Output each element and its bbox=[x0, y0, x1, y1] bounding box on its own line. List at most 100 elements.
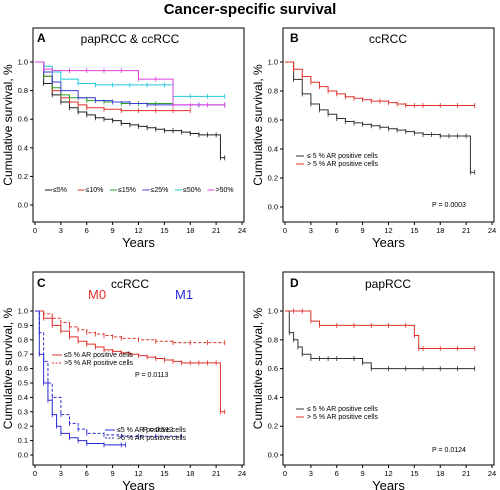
legend-label: > 5 % AR positive cells bbox=[307, 414, 379, 421]
y-axis-title: Cumulative survival, % bbox=[1, 64, 15, 186]
x-tick-label: 0 bbox=[33, 226, 37, 235]
y-tick-label: 0.8 bbox=[18, 335, 28, 344]
x-tick-label: 9 bbox=[361, 469, 365, 478]
y-tick-label: 0.3 bbox=[18, 407, 28, 416]
y-tick-label: 1.0 bbox=[18, 58, 28, 67]
legend-label: > 5 % AR positive cells bbox=[307, 161, 379, 168]
survival-curve bbox=[35, 310, 225, 344]
x-tick-label: 0 bbox=[283, 469, 287, 478]
panel-letter: D bbox=[290, 276, 299, 290]
x-tick-label: 3 bbox=[309, 469, 313, 478]
x-tick-label: 6 bbox=[85, 226, 89, 235]
x-tick-label: 18 bbox=[186, 226, 194, 235]
survival-curve bbox=[285, 310, 475, 349]
legend-label: >50% bbox=[216, 187, 234, 194]
y-tick-label: 0.0 bbox=[268, 451, 278, 460]
x-tick-label: 24 bbox=[238, 226, 246, 235]
x-tick-label: 9 bbox=[111, 469, 115, 478]
y-tick-label: 0.1 bbox=[18, 436, 28, 445]
legend-label: >5 % AR positive cells bbox=[117, 435, 187, 442]
legend-label: ≤5 % AR positive cells bbox=[117, 427, 186, 434]
y-tick-label: 0.6 bbox=[268, 364, 278, 373]
y-axis-title: Cumulative survival, % bbox=[251, 64, 265, 186]
legend-label: ≤ 5 % AR positive cells bbox=[307, 153, 378, 160]
x-axis-title: Years bbox=[372, 478, 405, 490]
y-tick-label: 1.0 bbox=[268, 58, 278, 67]
x-tick-label: 9 bbox=[361, 226, 365, 235]
x-tick-label: 6 bbox=[335, 226, 339, 235]
x-axis-title: Years bbox=[122, 478, 155, 490]
x-tick-label: 24 bbox=[238, 469, 246, 478]
x-tick-label: 18 bbox=[436, 469, 444, 478]
panel-letter: A bbox=[37, 31, 46, 45]
x-tick-label: 0 bbox=[33, 469, 37, 478]
x-axis-title: Years bbox=[372, 235, 405, 250]
legend-label: ≤25% bbox=[151, 187, 169, 194]
y-tick-label: 0.2 bbox=[268, 174, 278, 183]
legend-label: ≤5 % AR positive cells bbox=[64, 352, 133, 359]
x-tick-label: 6 bbox=[85, 469, 89, 478]
panel-a: 0 3 6 9 12 15 18 21 24 0.0 0.2 0.4 0.6 0.8 1.0 Years Cum… bbox=[1, 27, 246, 250]
y-tick-label: 0.4 bbox=[18, 143, 28, 152]
x-tick-label: 21 bbox=[462, 226, 470, 235]
panel-b: 0 3 6 9 12 15 18 21 24 0.0 0.2 0.4 0.6 0.8 1.0 Years Cum… bbox=[251, 27, 496, 250]
y-tick-label: 0.8 bbox=[268, 335, 278, 344]
p-value: P = 0.0113 bbox=[135, 372, 169, 379]
x-tick-label: 3 bbox=[309, 226, 313, 235]
x-axis-title: Years bbox=[122, 235, 155, 250]
x-tick-label: 21 bbox=[212, 469, 220, 478]
x-tick-label: 12 bbox=[134, 469, 142, 478]
x-tick-label: 15 bbox=[410, 469, 418, 478]
survival-curve bbox=[35, 310, 126, 446]
legend-label: ≤ 5 % AR positive cells bbox=[307, 406, 378, 413]
y-tick-label: 0.6 bbox=[18, 115, 28, 124]
x-tick-label: 12 bbox=[384, 469, 392, 478]
survival-curve bbox=[285, 310, 475, 370]
panel-title: papRCC & ccRCC bbox=[81, 32, 180, 46]
y-tick-label: 0.7 bbox=[18, 350, 28, 359]
x-tick-label: 15 bbox=[160, 469, 168, 478]
survival-curve bbox=[35, 61, 225, 159]
x-tick-label: 9 bbox=[111, 226, 115, 235]
legend-label: ≤15% bbox=[118, 187, 136, 194]
y-tick-label: 0.2 bbox=[18, 422, 28, 431]
x-tick-label: 3 bbox=[59, 469, 63, 478]
group-label: M1 bbox=[175, 287, 193, 302]
x-tick-label: 18 bbox=[436, 226, 444, 235]
panel-title: papRCC bbox=[365, 277, 411, 291]
y-axis-title: Cumulative survival, % bbox=[251, 307, 265, 429]
y-tick-label: 0.6 bbox=[268, 116, 278, 125]
panel-c: 0 3 6 9 12 15 18 21 24 0.0 0.1 0.2 0.3 0.4 0.5 0.6 0.7 0.… bbox=[1, 271, 246, 490]
y-tick-label: 0.0 bbox=[18, 451, 28, 460]
y-tick-label: 1.0 bbox=[18, 307, 28, 316]
x-tick-label: 24 bbox=[488, 226, 496, 235]
x-tick-label: 21 bbox=[462, 469, 470, 478]
panel-d: 0 3 6 9 12 15 18 21 24 0.0 0.2 0.4 0.6 0.8 1.0 Years Cum… bbox=[251, 271, 496, 490]
legend-label: ≤5% bbox=[53, 187, 67, 194]
y-tick-label: 1.0 bbox=[268, 307, 278, 316]
x-tick-label: 12 bbox=[384, 226, 392, 235]
x-tick-label: 15 bbox=[160, 226, 168, 235]
legend-label: >5 % AR positive cells bbox=[64, 360, 134, 367]
legend-label: ≤10% bbox=[86, 187, 104, 194]
y-tick-label: 0.0 bbox=[268, 203, 278, 212]
x-tick-label: 15 bbox=[410, 226, 418, 235]
x-tick-label: 18 bbox=[186, 469, 194, 478]
survival-curve bbox=[35, 61, 225, 97]
x-tick-label: 24 bbox=[488, 469, 496, 478]
y-axis-title: Cumulative survival, % bbox=[1, 307, 15, 429]
x-tick-label: 12 bbox=[134, 226, 142, 235]
group-label: M0 bbox=[88, 287, 106, 302]
legend-label: ≤50% bbox=[183, 187, 201, 194]
figure-title: Cancer-specific survival bbox=[163, 1, 337, 18]
panel-title: ccRCC bbox=[111, 277, 149, 291]
y-tick-label: 0.8 bbox=[18, 86, 28, 95]
p-value: P = 0.0124 bbox=[432, 447, 466, 454]
p-value: P = 0.0003 bbox=[432, 202, 466, 209]
p-value: P = 0.512 bbox=[143, 427, 173, 434]
x-tick-label: 3 bbox=[59, 226, 63, 235]
x-tick-label: 0 bbox=[283, 226, 287, 235]
x-tick-label: 6 bbox=[335, 469, 339, 478]
y-tick-label: 0.4 bbox=[268, 145, 278, 154]
